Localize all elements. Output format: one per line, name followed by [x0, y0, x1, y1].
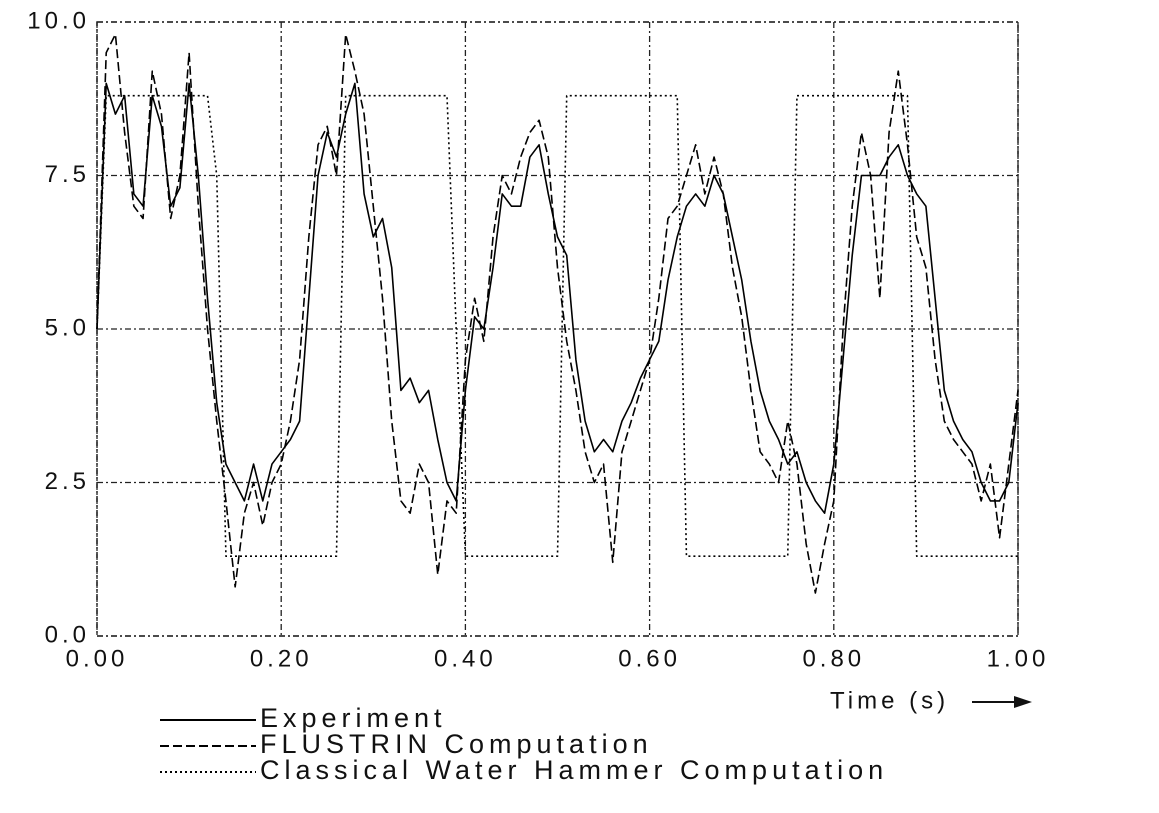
series-line — [96, 82, 1019, 514]
y-tick-label: 10.0 — [27, 7, 90, 34]
legend-label: FLUSTRIN Computation — [260, 729, 653, 759]
x-axis-label: Time (s) — [830, 687, 949, 714]
x-axis-arrow — [972, 696, 1032, 708]
x-tick-label: 0.60 — [618, 645, 681, 672]
x-tick-label: 0.40 — [434, 645, 497, 672]
x-tick-label: 0.20 — [250, 645, 313, 672]
y-tick-label: 2.5 — [45, 468, 90, 495]
y-tick-label: 0.0 — [45, 621, 90, 648]
series-line — [96, 94, 1018, 557]
legend-label: Experiment — [260, 703, 447, 733]
x-tick-label: 0.80 — [802, 645, 865, 672]
x-tick-label: 1.00 — [987, 645, 1050, 672]
y-tick-label: 5.0 — [45, 314, 90, 341]
plot-frame — [96, 21, 1019, 637]
y-tick-label: 7.5 — [45, 161, 90, 188]
x-tick-label: 0.00 — [66, 645, 129, 672]
series-line — [96, 33, 1019, 594]
legend-label: Classical Water Hammer Computation — [260, 755, 888, 785]
